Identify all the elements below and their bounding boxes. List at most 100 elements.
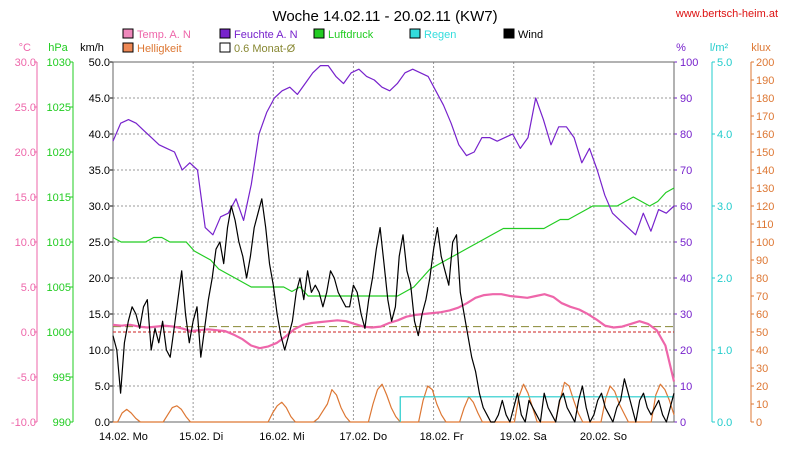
pressure-tick-label: 1005 <box>47 282 71 294</box>
light-tick-label: 40 <box>756 345 768 357</box>
chart-legend: Temp. A. N Feuchte A. N Luftdruck Regen Wind… <box>122 28 543 55</box>
chart-series <box>112 64 676 423</box>
light-tick-label: 200 <box>756 57 774 69</box>
rain-tick-label: 0.0 <box>717 417 732 429</box>
x-tick-label: 16.02. Mi <box>259 431 304 443</box>
wind-tick-label: 45.0 <box>89 93 110 105</box>
legend-label: Wind <box>518 29 543 41</box>
temp-tick-label: 0.0 <box>21 327 36 339</box>
chart-title: Woche 14.02.11 - 20.02.11 (KW7) <box>272 8 497 25</box>
light-tick-label: 120 <box>756 201 774 213</box>
light-tick-label: 190 <box>756 75 774 87</box>
pressure-tick-label: 1015 <box>47 192 71 204</box>
x-tick-label: 14.02. Mo <box>99 431 148 443</box>
humidity-tick-label: 80 <box>680 129 692 141</box>
pressure-axis-unit: hPa <box>48 42 68 54</box>
temp-tick-label: -10.0 <box>11 417 36 429</box>
legend-swatch <box>122 28 134 39</box>
humidity-tick-label: 20 <box>680 345 692 357</box>
pressure-tick-label: 1020 <box>47 147 71 159</box>
humidity-tick-label: 90 <box>680 93 692 105</box>
legend-swatch <box>122 42 134 53</box>
temp-tick-label: 20.0 <box>15 147 36 159</box>
rain-tick-label: 3.0 <box>717 201 732 213</box>
temp-axis-unit: °C <box>19 42 31 54</box>
x-tick-label: 15.02. Di <box>179 431 223 443</box>
humidity-tick-label: 0 <box>680 417 686 429</box>
light-tick-label: 80 <box>756 273 768 285</box>
humidity-axis-unit: % <box>676 42 686 54</box>
light-tick-label: 0 <box>756 417 762 429</box>
light-tick-label: 130 <box>756 183 774 195</box>
temp-tick-label: 25.0 <box>15 102 36 114</box>
pressure-tick-label: 990 <box>53 417 71 429</box>
wind-tick-label: 25.0 <box>89 237 110 249</box>
light-tick-label: 30 <box>756 363 768 375</box>
humidity-tick-label: 60 <box>680 201 692 213</box>
light-tick-label: 180 <box>756 93 774 105</box>
wind-tick-label: 40.0 <box>89 129 110 141</box>
rain-tick-label: 2.0 <box>717 273 732 285</box>
light-tick-label: 150 <box>756 147 774 159</box>
temp-tick-label: 5.0 <box>21 282 36 294</box>
temp-tick-label: 10.0 <box>15 237 36 249</box>
pressure-tick-label: 1010 <box>47 237 71 249</box>
legend-label: 0.6 Monat-Ø <box>234 43 296 55</box>
series-line-luftdruck <box>112 187 675 297</box>
wind-tick-label: 5.0 <box>95 381 110 393</box>
humidity-tick-label: 30 <box>680 309 692 321</box>
temp-tick-label: -5.0 <box>17 372 36 384</box>
series-line-regen <box>399 396 674 422</box>
site-url[interactable]: www.bertsch-heim.at <box>675 8 778 20</box>
legend-swatch <box>313 28 325 39</box>
series-line-temp-a-n <box>112 293 676 382</box>
light-tick-label: 60 <box>756 309 768 321</box>
wind-axis-unit: km/h <box>80 42 104 54</box>
wind-tick-label: 0.0 <box>95 417 110 429</box>
rain-tick-label: 1.0 <box>717 345 732 357</box>
light-tick-label: 10 <box>756 399 768 411</box>
humidity-tick-label: 40 <box>680 273 692 285</box>
light-tick-label: 110 <box>756 219 774 231</box>
wind-tick-label: 30.0 <box>89 201 110 213</box>
wind-tick-label: 50.0 <box>89 57 110 69</box>
legend-swatch <box>503 28 515 39</box>
wind-tick-label: 15.0 <box>89 309 110 321</box>
pressure-tick-label: 1025 <box>47 102 71 114</box>
series-line-wind <box>112 198 675 423</box>
chart-grid <box>112 61 675 423</box>
light-tick-label: 170 <box>756 111 774 123</box>
wind-tick-label: 20.0 <box>89 273 110 285</box>
light-tick-label: 20 <box>756 381 768 393</box>
x-tick-label: 19.02. Sa <box>500 431 548 443</box>
pressure-tick-label: 1000 <box>47 327 71 339</box>
legend-swatch <box>219 28 231 39</box>
light-tick-label: 50 <box>756 327 768 339</box>
plot-frame <box>112 61 675 423</box>
axis-ticks: 30.025.020.015.010.05.00.0-5.0-10.010301… <box>11 57 774 429</box>
legend-swatch <box>409 28 421 39</box>
series-line-feuchte-a-n <box>112 64 675 236</box>
pressure-tick-label: 1030 <box>47 57 71 69</box>
rain-tick-label: 4.0 <box>717 129 732 141</box>
humidity-tick-label: 100 <box>680 57 698 69</box>
light-tick-label: 140 <box>756 165 774 177</box>
humidity-tick-label: 50 <box>680 237 692 249</box>
x-tick-label: 18.02. Fr <box>420 431 464 443</box>
temp-tick-label: 15.0 <box>15 192 36 204</box>
rain-tick-label: 5.0 <box>717 57 732 69</box>
legend-label: Luftdruck <box>328 29 374 41</box>
temp-tick-label: 30.0 <box>15 57 36 69</box>
pressure-tick-label: 995 <box>53 372 71 384</box>
legend-label: Regen <box>424 29 456 41</box>
light-tick-label: 70 <box>756 291 768 303</box>
humidity-tick-label: 70 <box>680 165 692 177</box>
rain-axis-unit: l/m² <box>710 42 729 54</box>
series-line-helligkeit <box>113 381 675 423</box>
x-tick-label: 17.02. Do <box>339 431 387 443</box>
legend-label: Feuchte A. N <box>234 29 298 41</box>
wind-tick-label: 35.0 <box>89 165 110 177</box>
legend-label: Temp. A. N <box>137 29 191 41</box>
